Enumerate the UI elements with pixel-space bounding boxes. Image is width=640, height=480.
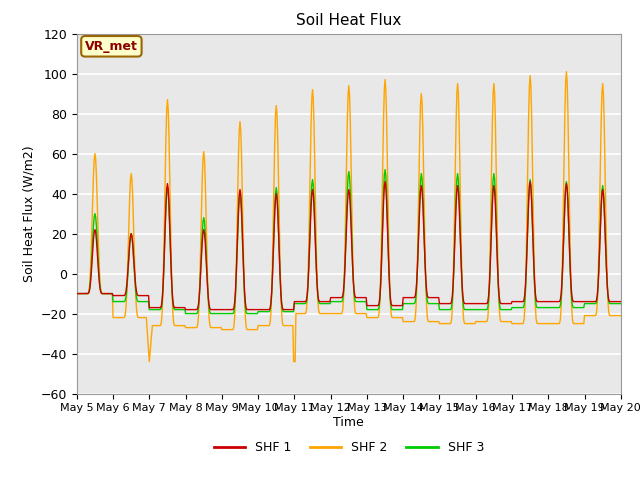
Title: Soil Heat Flux: Soil Heat Flux [296,13,401,28]
Text: VR_met: VR_met [85,40,138,53]
Y-axis label: Soil Heat Flux (W/m2): Soil Heat Flux (W/m2) [22,145,35,282]
Legend: SHF 1, SHF 2, SHF 3: SHF 1, SHF 2, SHF 3 [209,436,489,459]
X-axis label: Time: Time [333,416,364,429]
